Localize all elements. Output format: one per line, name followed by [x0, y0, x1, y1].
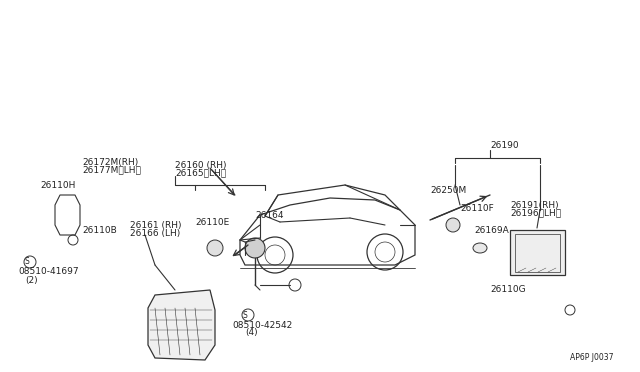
Ellipse shape [473, 243, 487, 253]
Text: S: S [24, 257, 29, 266]
Text: 26172M(RH): 26172M(RH) [82, 157, 138, 167]
Text: 26177M〈LH〉: 26177M〈LH〉 [82, 166, 141, 174]
Text: 26166 (LH): 26166 (LH) [130, 228, 180, 237]
Text: 26110H: 26110H [40, 180, 76, 189]
Bar [510, 230, 565, 275]
Polygon shape [148, 290, 215, 360]
Circle shape [446, 218, 460, 232]
Text: 26191(RH): 26191(RH) [510, 201, 559, 209]
Circle shape [245, 238, 265, 258]
Text: 26164: 26164 [255, 211, 284, 219]
Text: 26160 (RH): 26160 (RH) [175, 160, 227, 170]
Text: 26169A: 26169A [474, 225, 509, 234]
Text: 26165〈LH〉: 26165〈LH〉 [175, 169, 226, 177]
Circle shape [207, 240, 223, 256]
Text: (4): (4) [245, 328, 258, 337]
Text: (2): (2) [25, 276, 38, 285]
Text: 26110E: 26110E [195, 218, 229, 227]
Text: 08510-41697: 08510-41697 [18, 267, 79, 276]
Text: 26110B: 26110B [82, 225, 116, 234]
Text: 26190: 26190 [490, 141, 518, 150]
Text: 26250M: 26250M [430, 186, 467, 195]
Text: 26196〈LH〉: 26196〈LH〉 [510, 208, 561, 218]
Text: 26110F: 26110F [460, 203, 493, 212]
Text: 26161 (RH): 26161 (RH) [130, 221, 182, 230]
Text: S: S [243, 311, 248, 320]
Text: 26110G: 26110G [490, 285, 525, 295]
Text: 08510-42542: 08510-42542 [232, 321, 292, 330]
Text: AP6P J0037: AP6P J0037 [570, 353, 614, 362]
Bar [515, 234, 560, 272]
